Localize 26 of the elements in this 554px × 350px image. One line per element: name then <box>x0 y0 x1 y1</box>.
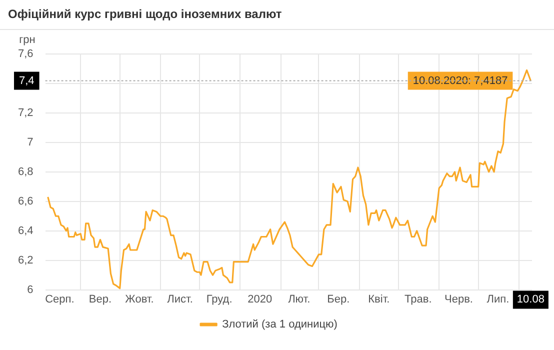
y-tick-label: 6 <box>27 284 34 296</box>
x-tick-label: 10.08 <box>516 293 544 306</box>
x-tick-label: Трав. <box>404 293 432 306</box>
y-tick-label: 6,8 <box>18 166 34 178</box>
x-tick-label: Лист. <box>167 293 193 306</box>
y-tick-label: 6,2 <box>18 254 34 266</box>
chart-title: Офіційний курс гривні щодо іноземних валют <box>8 7 282 21</box>
x-tick-label: 2020 <box>248 293 272 306</box>
y-tick-label: 7 <box>27 136 34 148</box>
x-tick-label: Серп. <box>45 293 74 306</box>
x-tick-label: Жовт. <box>125 293 154 306</box>
x-tick-label: Бер. <box>327 293 350 306</box>
legend-label: Злотий (за 1 одиницю) <box>222 318 338 331</box>
y-axis-title: грн <box>19 34 36 46</box>
x-tick-label: Вер. <box>88 293 112 306</box>
y-tick-label: 7,6 <box>18 48 34 60</box>
y-tick-label: 6,6 <box>18 195 34 208</box>
x-tick-label: Груд. <box>206 293 232 306</box>
x-tick-label: Лют. <box>288 293 310 306</box>
x-tick-label: Лип. <box>486 293 510 306</box>
y-tick-label: 7,2 <box>18 106 34 119</box>
x-tick-label: Квіт. <box>368 293 390 306</box>
annotation: 10.08.2020: 7,4187 <box>412 74 508 87</box>
y-tick-label: 6,4 <box>18 224 34 237</box>
x-tick-label: Черв. <box>444 293 473 306</box>
ref-line-label: 7,4 <box>18 74 34 87</box>
